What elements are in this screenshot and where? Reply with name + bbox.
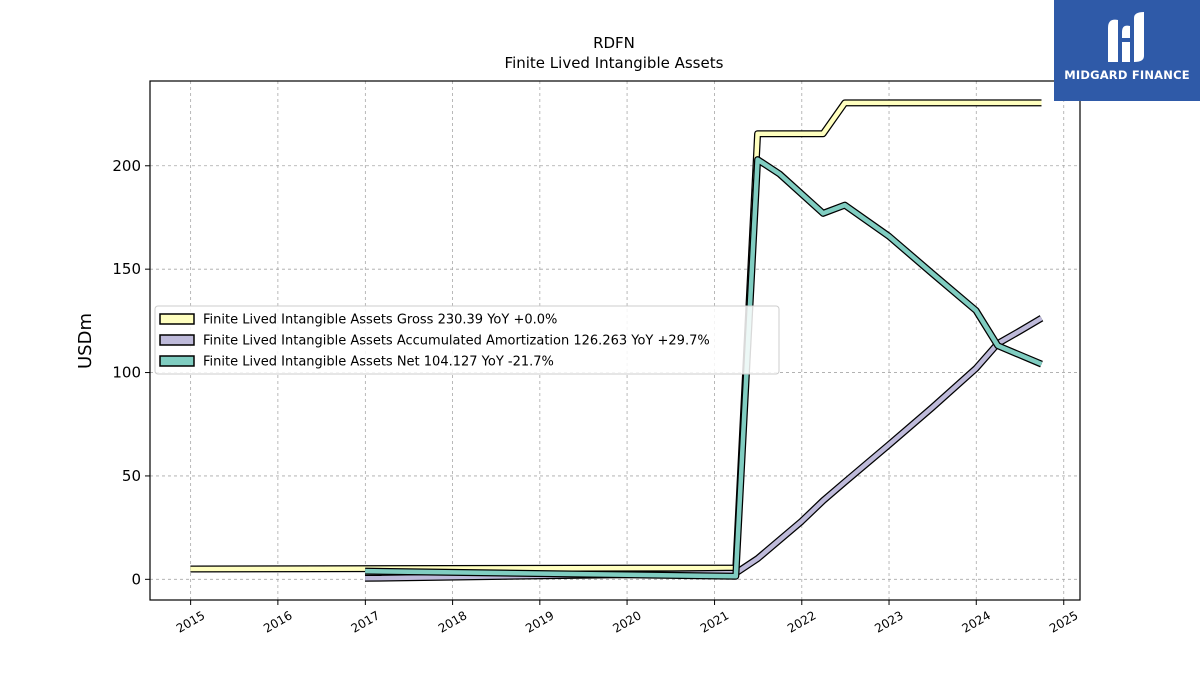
y-tick-label: 50: [122, 467, 141, 485]
legend-entry: Finite Lived Intangible Assets Gross 230…: [203, 313, 557, 328]
chart-title: RDFN: [593, 34, 635, 52]
logo-mark-icon: [1108, 12, 1144, 63]
chart-subtitle: Finite Lived Intangible Assets: [505, 54, 724, 72]
legend-entry: Finite Lived Intangible Assets Accumulat…: [203, 334, 710, 349]
x-tick-label: 2016: [261, 608, 294, 635]
legend: Finite Lived Intangible Assets Gross 230…: [154, 305, 780, 375]
legend-swatch: [159, 313, 195, 325]
y-axis-ticks: 0 50 100 150 200: [112, 157, 150, 588]
series-line-2: [365, 316, 1043, 581]
brand-logo: MIDGARD FINANCE: [1054, 0, 1200, 101]
x-tick-label: 2021: [698, 608, 731, 635]
y-tick-label: 200: [112, 157, 141, 175]
series-line-1: [190, 100, 1042, 572]
y-axis-label: USDm: [75, 313, 96, 369]
series-line-3: [365, 157, 1043, 579]
x-tick-label: 2024: [960, 608, 993, 635]
plot-frame: [149, 80, 1081, 601]
y-tick-label: 150: [112, 260, 141, 278]
brand-name: MIDGARD FINANCE: [1064, 68, 1190, 82]
legend-entry: Finite Lived Intangible Assets Net 104.1…: [203, 355, 554, 370]
y-tick-label: 0: [131, 570, 141, 588]
x-tick-label: 2020: [610, 608, 643, 635]
x-axis-ticks: 2015 2016 2017 2018 2019 2020 2021 2022 2023 2024…: [174, 600, 1080, 636]
legend-box: [154, 305, 780, 375]
x-tick-label: 2025: [1047, 608, 1080, 635]
y-tick-label: 100: [112, 364, 141, 382]
x-tick-label: 2015: [174, 608, 207, 635]
series-layer: [190, 99, 1044, 582]
x-tick-label: 2019: [523, 608, 556, 635]
legend-swatch: [159, 355, 195, 367]
x-tick-label: 2022: [785, 608, 818, 635]
x-tick-label: 2017: [349, 608, 382, 635]
x-tick-label: 2018: [436, 608, 469, 635]
legend-swatch: [159, 334, 195, 346]
x-tick-label: 2023: [872, 608, 905, 635]
